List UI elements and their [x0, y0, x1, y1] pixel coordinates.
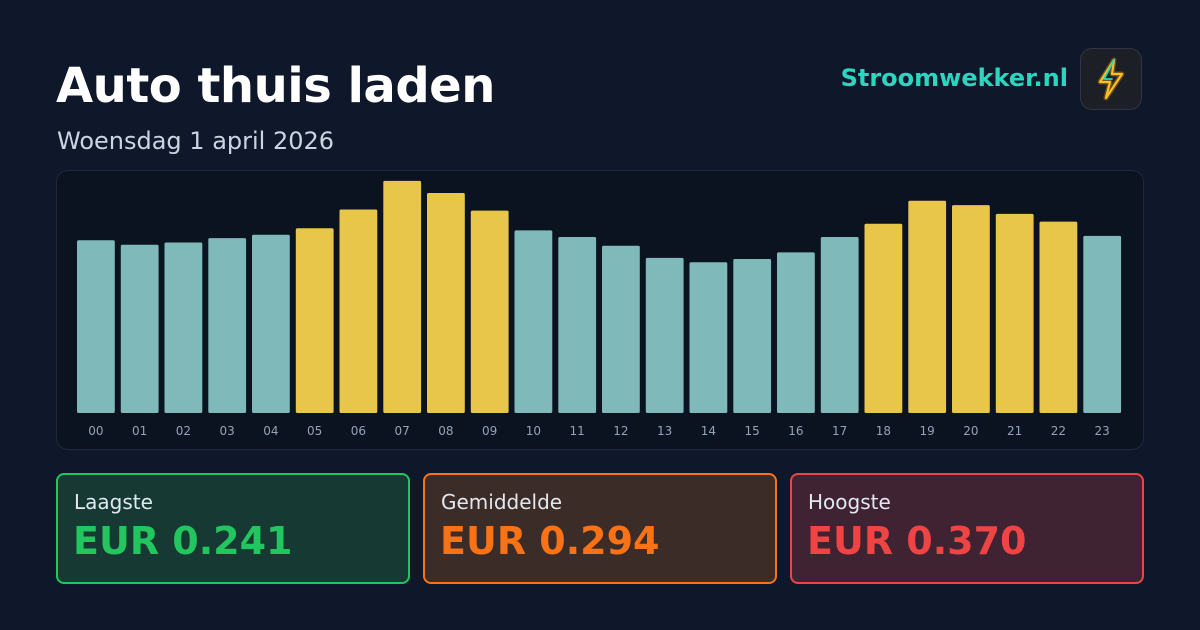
x-tick-label: 03 [219, 424, 234, 438]
brand-name[interactable]: Stroomwekker.nl [840, 64, 1068, 92]
highest-price-value: EUR 0.370 [807, 519, 1027, 563]
bar-hour-09 [470, 210, 509, 413]
x-tick-label: 18 [876, 424, 891, 438]
bar-hour-22 [1039, 221, 1078, 413]
x-tick-label: 23 [1094, 424, 1109, 438]
bar-hour-18 [864, 223, 903, 413]
bar-hour-13 [645, 257, 684, 413]
lowest-price-card: Laagste EUR 0.241 [56, 473, 410, 584]
bar-hour-10 [514, 230, 553, 413]
x-tick-label: 05 [307, 424, 322, 438]
bar-hour-04 [252, 234, 290, 413]
bar-hour-14 [689, 262, 728, 413]
lightning-bolt-icon [1097, 57, 1125, 101]
page-title: Auto thuis laden [56, 58, 495, 114]
bar-hour-23 [1083, 235, 1122, 413]
x-tick-label: 08 [438, 424, 453, 438]
lowest-price-value: EUR 0.241 [73, 519, 293, 563]
bar-hour-16 [777, 252, 815, 413]
x-tick-label: 13 [657, 424, 672, 438]
x-tick-label: 09 [482, 424, 497, 438]
bar-hour-03 [208, 238, 247, 413]
bar-hour-07 [383, 180, 422, 413]
bar-hour-02 [164, 242, 203, 413]
bar-hour-17 [820, 237, 859, 413]
x-tick-label: 01 [132, 424, 147, 438]
x-tick-label: 04 [263, 424, 278, 438]
x-tick-label: 10 [526, 424, 541, 438]
bar-hour-01 [120, 244, 159, 413]
price-bar-chart: 00 01 02 03 04 05 06 07 08 09 10 11 12 13 14 15 16 17 18 19… [77, 180, 1122, 438]
x-tick-label: 22 [1051, 424, 1066, 438]
x-tick-label: 16 [788, 424, 803, 438]
bar-hour-12 [602, 245, 640, 413]
date-subtitle: Woensdag 1 april 2026 [57, 127, 335, 155]
x-tick-label: 17 [832, 424, 847, 438]
x-tick-label: 14 [701, 424, 716, 438]
x-tick-label: 19 [919, 424, 934, 438]
x-tick-label: 20 [963, 424, 978, 438]
bar-hour-05 [295, 228, 334, 413]
bar-hour-06 [339, 209, 378, 413]
x-tick-label: 15 [744, 424, 759, 438]
highest-price-card: Hoogste EUR 0.370 [790, 473, 1144, 584]
bar-hour-19 [908, 200, 947, 413]
average-price-card: Gemiddelde EUR 0.294 [423, 473, 777, 584]
x-tick-label: 07 [394, 424, 409, 438]
x-tick-label: 21 [1007, 424, 1022, 438]
price-chart: 00 01 02 03 04 05 06 07 08 09 10 11 12 13 14 15 16 17 18 19… [56, 170, 1144, 450]
bar-hour-11 [558, 237, 597, 413]
average-price-label: Gemiddelde [441, 490, 563, 514]
bar-hour-00 [77, 240, 115, 413]
bar-hour-20 [952, 205, 990, 413]
highest-price-label: Hoogste [808, 490, 891, 514]
bar-hour-21 [995, 213, 1034, 413]
x-tick-label: 02 [176, 424, 191, 438]
x-tick-label: 12 [613, 424, 628, 438]
average-price-value: EUR 0.294 [440, 519, 660, 563]
x-tick-label: 06 [351, 424, 366, 438]
x-tick-label: 11 [569, 424, 584, 438]
bar-hour-15 [733, 259, 772, 413]
brand-logo[interactable] [1080, 48, 1142, 110]
bar-hour-08 [427, 193, 465, 413]
lowest-price-label: Laagste [74, 490, 153, 514]
x-tick-label: 00 [88, 424, 103, 438]
